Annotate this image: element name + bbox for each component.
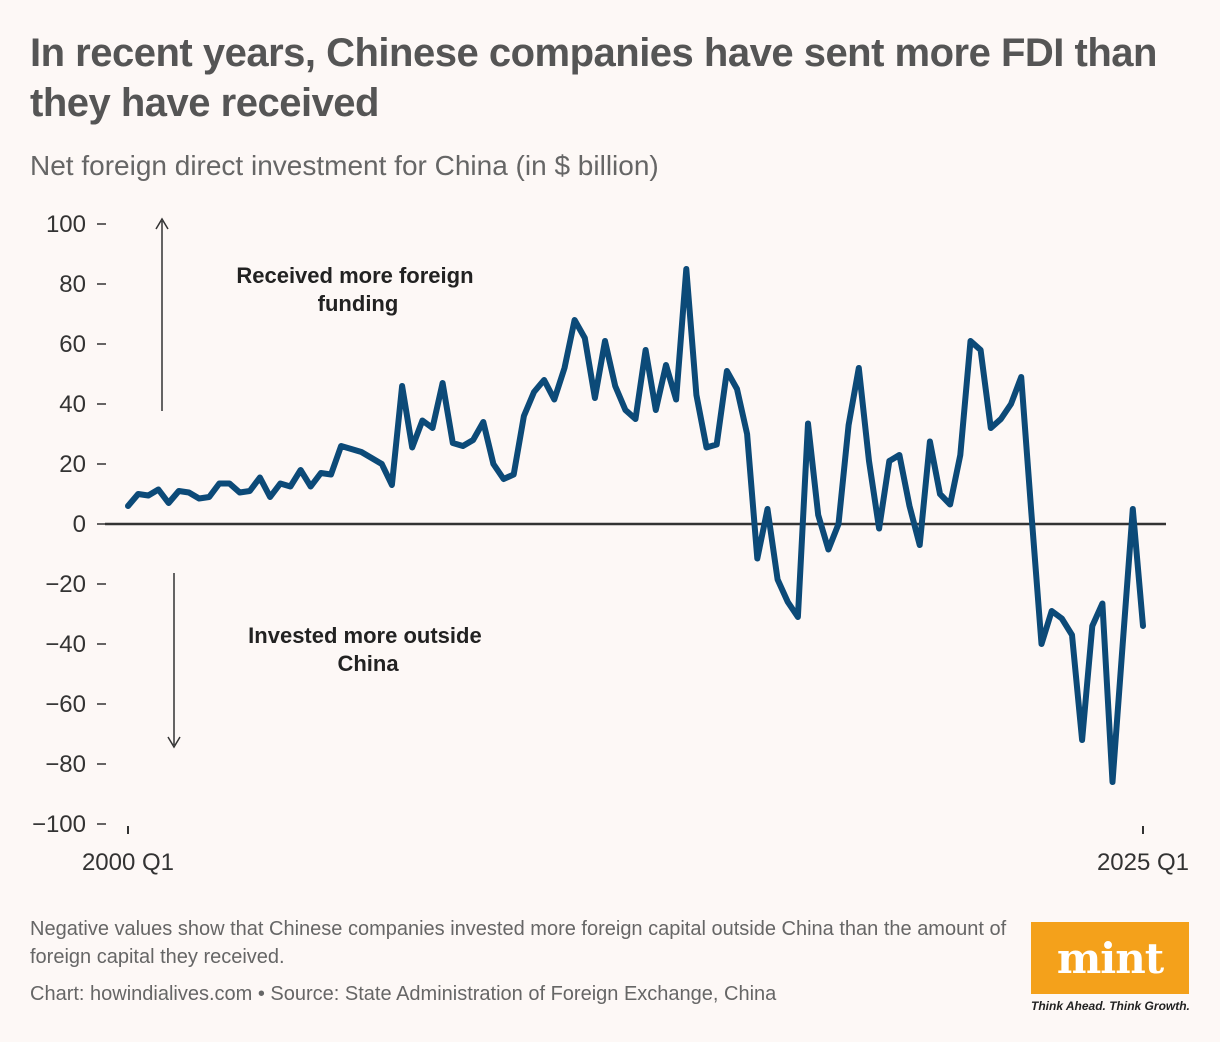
y-tick-label: 20 xyxy=(59,451,86,478)
logo-tagline: Think Ahead. Think Growth. xyxy=(1031,999,1190,1013)
x-tick-label-start: 2000 Q1 xyxy=(82,849,174,876)
up-arrow-head xyxy=(155,217,169,230)
x-axis: 2000 Q1 2025 Q1 xyxy=(82,826,1189,876)
y-axis: 100 80 60 40 20 0 −20 −40 −60 −80 −100 xyxy=(32,211,106,838)
down-arrow-head xyxy=(167,736,181,749)
chart-subtitle: Net foreign direct investment for China … xyxy=(30,150,659,181)
mint-logo: mint xyxy=(1031,922,1189,994)
annotation-down-text: Invested more outside China xyxy=(248,623,488,676)
y-tick-label: −100 xyxy=(32,811,86,838)
y-tick-label: 0 xyxy=(73,511,86,538)
series-line-net-fdi xyxy=(125,266,1146,785)
y-tick-label: 80 xyxy=(59,271,86,298)
y-tick-label: −80 xyxy=(45,751,86,778)
x-tick-label-end: 2025 Q1 xyxy=(1097,849,1189,876)
y-tick-label: 100 xyxy=(46,211,86,238)
y-tick-label: −60 xyxy=(45,691,86,718)
annotation-up-text: Received more foreign funding xyxy=(236,263,479,316)
y-tick-label: 60 xyxy=(59,331,86,358)
chart-title: In recent years, Chinese companies have … xyxy=(30,31,1157,125)
annotation-down: Invested more outside China xyxy=(167,573,488,749)
source-note: Chart: howindialives.com • Source: State… xyxy=(30,983,777,1005)
y-tick-label: −20 xyxy=(45,571,86,598)
footnote: Negative values show that Chinese compan… xyxy=(30,918,1007,968)
annotation-up: Received more foreign funding xyxy=(155,217,479,411)
logo-text: mint xyxy=(1056,933,1164,983)
y-tick-label: −40 xyxy=(45,631,86,658)
line-chart: 100 80 60 40 20 0 −20 −40 −60 −80 −100 2000 Q1 202… xyxy=(32,211,1189,876)
y-tick-label: 40 xyxy=(59,391,86,418)
